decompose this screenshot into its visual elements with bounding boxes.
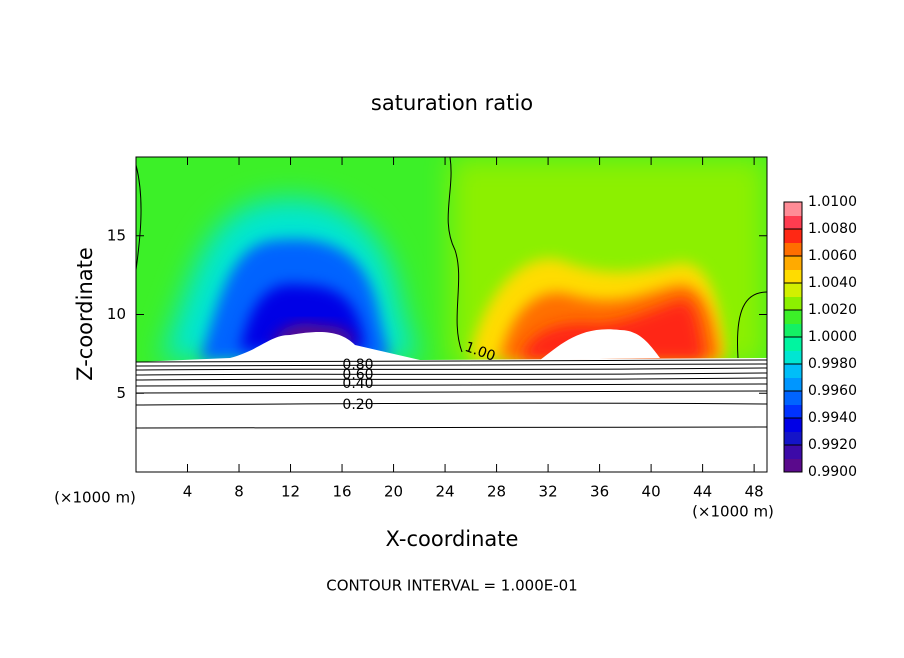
- colorbar-band: [784, 458, 802, 473]
- x-tick-label: 24: [436, 483, 455, 501]
- colorbar-band: [784, 404, 802, 419]
- colorbar-tick-label: 1.0100: [808, 194, 857, 210]
- contour-label: 0.80: [342, 357, 373, 373]
- y-axis-label: Z-coordinate: [73, 247, 97, 381]
- colorbar-tick-label: 1.0020: [808, 302, 857, 318]
- x-axis-label: X-coordinate: [386, 527, 519, 551]
- colorbar-band: [784, 229, 802, 243]
- colorbar-band: [784, 391, 802, 405]
- x-tick-label: 28: [487, 483, 506, 501]
- colorbar-tick-label: 0.9960: [808, 383, 857, 399]
- colorbar-band: [784, 296, 802, 311]
- x-tick-label: 4: [183, 483, 193, 501]
- colorbar-band: [784, 323, 802, 338]
- colorbar-band: [784, 350, 802, 365]
- colorbar-band: [784, 269, 802, 284]
- colorbar-band: [784, 202, 802, 216]
- contour-label: 0.60: [342, 367, 373, 383]
- colorbar-band: [784, 242, 802, 257]
- x-tick-label: 12: [281, 483, 300, 501]
- x-unit: (×1000 m): [54, 489, 136, 507]
- x-tick-label: 8: [234, 483, 244, 501]
- colorbar-band: [784, 310, 802, 324]
- colorbar-band: [784, 256, 802, 270]
- colorbar-band: [784, 377, 802, 392]
- x-tick-label: 16: [332, 483, 351, 501]
- x-unit-right: (×1000 m): [692, 503, 774, 521]
- chart-title: saturation ratio: [371, 91, 533, 115]
- colorbar-tick-label: 1.0000: [808, 329, 857, 345]
- colorbar-band: [784, 431, 802, 446]
- y-tick-label: 15: [107, 226, 126, 244]
- colorbar-band: [784, 215, 802, 230]
- colorbar-tick-label: 0.9900: [808, 464, 857, 480]
- x-tick-label: 40: [642, 483, 661, 501]
- colorbar-band: [784, 364, 802, 378]
- footer: CONTOUR INTERVAL = 1.000E-01: [326, 577, 577, 595]
- colorbar-tick-label: 1.0080: [808, 221, 857, 237]
- colorbar-band: [784, 445, 802, 459]
- x-tick-label: 36: [590, 483, 609, 501]
- colorbar-tick-label: 0.9980: [808, 356, 857, 372]
- y-tick-label: 5: [116, 384, 126, 402]
- colorbar-band: [784, 337, 802, 351]
- colorbar-tick-label: 1.0040: [808, 275, 857, 291]
- field: [136, 157, 767, 472]
- x-tick-label: 48: [745, 483, 764, 501]
- colorbar-tick-label: 1.0060: [808, 248, 857, 264]
- x-tick-label: 20: [384, 483, 403, 501]
- x-tick-label: 32: [539, 483, 558, 501]
- colorbar-tick-label: 0.9920: [808, 437, 857, 453]
- x-tick-label: 44: [693, 483, 712, 501]
- colorbar-band: [784, 418, 802, 432]
- contour-label: 0.40: [342, 376, 373, 392]
- contour-label: 0.20: [342, 397, 373, 413]
- colorbar-tick-label: 0.9940: [808, 410, 857, 426]
- y-tick-label: 10: [107, 305, 126, 323]
- colorbar-band: [784, 283, 802, 297]
